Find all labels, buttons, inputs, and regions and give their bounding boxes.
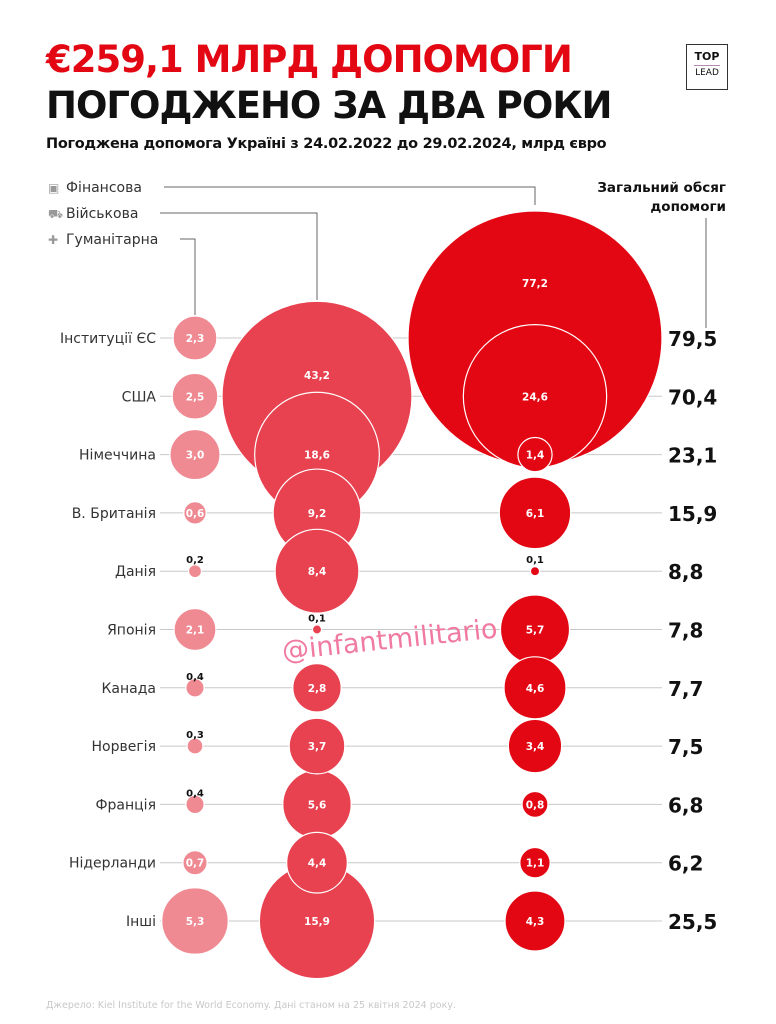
total-header-line-1: Загальний обсяг: [597, 180, 726, 196]
bubble-humanitarian: [173, 607, 217, 652]
bubble-label: 0,3: [186, 730, 204, 741]
total-value: 7,5: [668, 735, 703, 759]
country-label: Інші: [126, 914, 156, 930]
bubble-humanitarian: [182, 850, 208, 876]
bubble-label: 3,7: [308, 741, 327, 753]
legend-financial: Фінансова: [66, 180, 142, 196]
bubble-label: 4,3: [526, 916, 545, 928]
bubble-label: 1,1: [526, 858, 545, 870]
title-line-1: €259,1 МЛРД ДОПОМОГИ: [46, 38, 573, 81]
bubble-label: 0,4: [186, 788, 204, 799]
bubble-label: 43,2: [304, 370, 330, 382]
bubble-military: [288, 717, 346, 775]
bubble-humanitarian: [171, 372, 219, 420]
legend-military: Військова: [66, 206, 138, 222]
country-label: В. Британія: [72, 506, 156, 522]
legend-connector: [160, 212, 318, 300]
bubble-financial: [507, 718, 563, 774]
bubble-military: [274, 528, 360, 614]
bubble-label: 4,6: [526, 683, 545, 695]
bubble-label: 2,3: [186, 333, 205, 345]
bubble-label: 3,0: [186, 450, 205, 462]
total-value: 7,7: [668, 677, 703, 701]
bubble-humanitarian: [186, 737, 204, 755]
logo-top: TOP: [694, 50, 720, 67]
bubble-financial: [503, 656, 567, 720]
bubble-humanitarian: [161, 887, 229, 955]
legend-connector: [180, 238, 196, 315]
bubble-label: 5,7: [526, 625, 545, 637]
country-label: Нідерланди: [69, 856, 156, 872]
bubble-label: 2,5: [186, 391, 205, 403]
bubble-label: 0,7: [186, 858, 205, 870]
country-label: Норвегія: [91, 739, 156, 755]
total-header-line-2: допомоги: [650, 199, 726, 215]
bubble-label: 0,6: [186, 508, 205, 520]
bubble-label: 4,4: [308, 858, 327, 870]
logo-bottom: LEAD: [695, 68, 719, 79]
bubble-military: [292, 663, 342, 713]
total-value: 25,5: [668, 910, 717, 934]
top-lead-logo: TOP LEAD: [686, 44, 728, 90]
total-value: 70,4: [668, 385, 717, 409]
total-value: 7,8: [668, 619, 703, 643]
banknote-icon: ▣: [48, 181, 59, 195]
country-label: Японія: [107, 623, 156, 639]
bubble-financial: [529, 566, 541, 577]
total-value: 6,8: [668, 793, 703, 817]
country-label: Канада: [101, 681, 156, 697]
country-label: Німеччина: [79, 448, 156, 464]
country-label: Данія: [115, 564, 156, 580]
country-label: Франція: [95, 797, 156, 813]
country-label: США: [122, 389, 157, 405]
bubble-label: 3,4: [526, 741, 545, 753]
total-value: 15,9: [668, 502, 717, 526]
bubble-label: 0,1: [526, 555, 544, 566]
country-label: Інституції ЄС: [60, 331, 156, 347]
bubble-label: 15,9: [304, 916, 330, 928]
bubble-humanitarian: [187, 564, 203, 579]
bubble-humanitarian: [172, 315, 218, 361]
bubble-label: 24,6: [522, 391, 548, 403]
bubble-label: 2,1: [186, 625, 205, 637]
bubble-label: 6,1: [526, 508, 545, 520]
bubble-financial: [498, 476, 572, 550]
bubble-humanitarian: [183, 501, 207, 525]
bubble-label: 8,4: [308, 566, 327, 578]
bubble-military: [311, 624, 323, 635]
military-vehicle-icon: ⛟: [48, 207, 63, 221]
bubble-humanitarian: [169, 428, 221, 481]
bubble-label: 5,6: [308, 799, 327, 811]
bubble-financial: [519, 846, 551, 879]
bubble-label: 5,3: [186, 916, 205, 928]
total-value: 6,2: [668, 852, 703, 876]
legend-humanitarian: Гуманітарна: [66, 232, 158, 248]
legend-connector: [164, 186, 536, 205]
total-value: 23,1: [668, 444, 717, 468]
bubble-humanitarian: [185, 678, 205, 698]
bubble-label: 1,4: [526, 450, 545, 462]
bubble-label: 9,2: [308, 508, 327, 520]
bubble-label: 0,2: [186, 555, 204, 566]
bubble-label: 18,6: [304, 450, 330, 462]
source-note: Джерело: Kiel Institute for the World Ec…: [46, 1000, 456, 1011]
bubble-label: 0,8: [526, 799, 545, 811]
bubble-label: 77,2: [522, 278, 548, 290]
total-value: 8,8: [668, 560, 703, 584]
chart-subtitle: Погоджена допомога Україні з 24.02.2022 …: [46, 136, 607, 152]
bubble-financial: [504, 890, 566, 952]
cross-icon: ✚: [48, 233, 58, 247]
total-value: 79,5: [668, 327, 717, 351]
bubble-label: 2,8: [308, 683, 327, 695]
bubble-label: 0,4: [186, 672, 204, 683]
title-line-2: ПОГОДЖЕНО ЗА ДВА РОКИ: [46, 84, 613, 127]
bubble-financial: [521, 790, 549, 818]
bubble-military: [286, 831, 348, 894]
bubble-financial: [517, 436, 553, 473]
bubble-humanitarian: [185, 794, 205, 815]
bubble-label: 0,1: [308, 614, 326, 625]
